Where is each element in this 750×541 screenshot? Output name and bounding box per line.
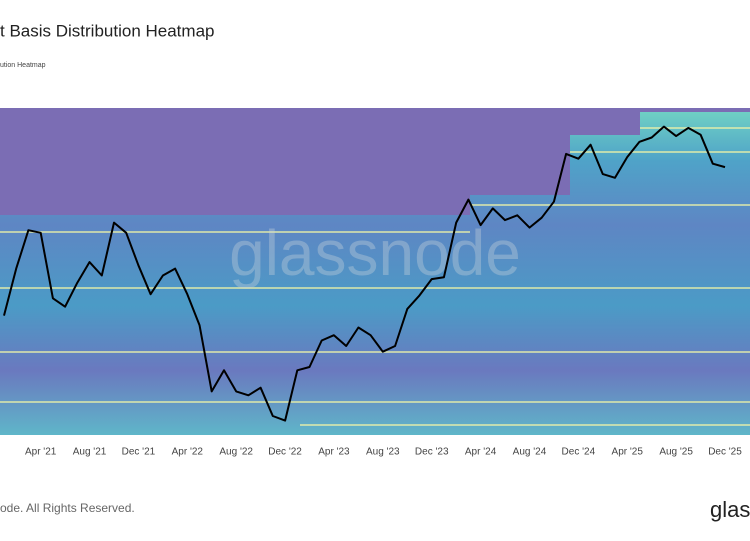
footer: ode. All Rights Reserved.: [0, 501, 135, 515]
x-tick-label: Aug '22: [219, 447, 253, 458]
chart-title: t Basis Distribution Heatmap: [0, 21, 214, 40]
x-tick-label: Apr '21: [25, 447, 57, 458]
x-tick-label: Apr '25: [612, 447, 644, 458]
x-tick-label: Aug '21: [73, 447, 107, 458]
x-tick-label: Apr '24: [465, 447, 497, 458]
x-tick-label: Aug '24: [513, 447, 547, 458]
heatmap-region: [0, 112, 750, 435]
x-tick-label: Dec '22: [268, 447, 302, 458]
x-tick-label: Aug '25: [659, 447, 693, 458]
x-tick-label: Dec '23: [415, 447, 449, 458]
x-tick-label: Aug '23: [366, 447, 400, 458]
x-tick-label: Dec '25: [708, 447, 742, 458]
price-line: [3, 125, 726, 422]
heatmap-highlights: [0, 127, 750, 426]
watermark: glassnode: [229, 217, 521, 289]
x-tick-label: Apr '22: [172, 447, 204, 458]
x-tick-label: Dec '24: [562, 447, 596, 458]
x-tick-label: Dec '21: [122, 447, 156, 458]
logo: glas: [710, 497, 750, 522]
chart-subtitle: ution Heatmap: [0, 62, 46, 69]
x-tick-label: Apr '23: [318, 447, 350, 458]
